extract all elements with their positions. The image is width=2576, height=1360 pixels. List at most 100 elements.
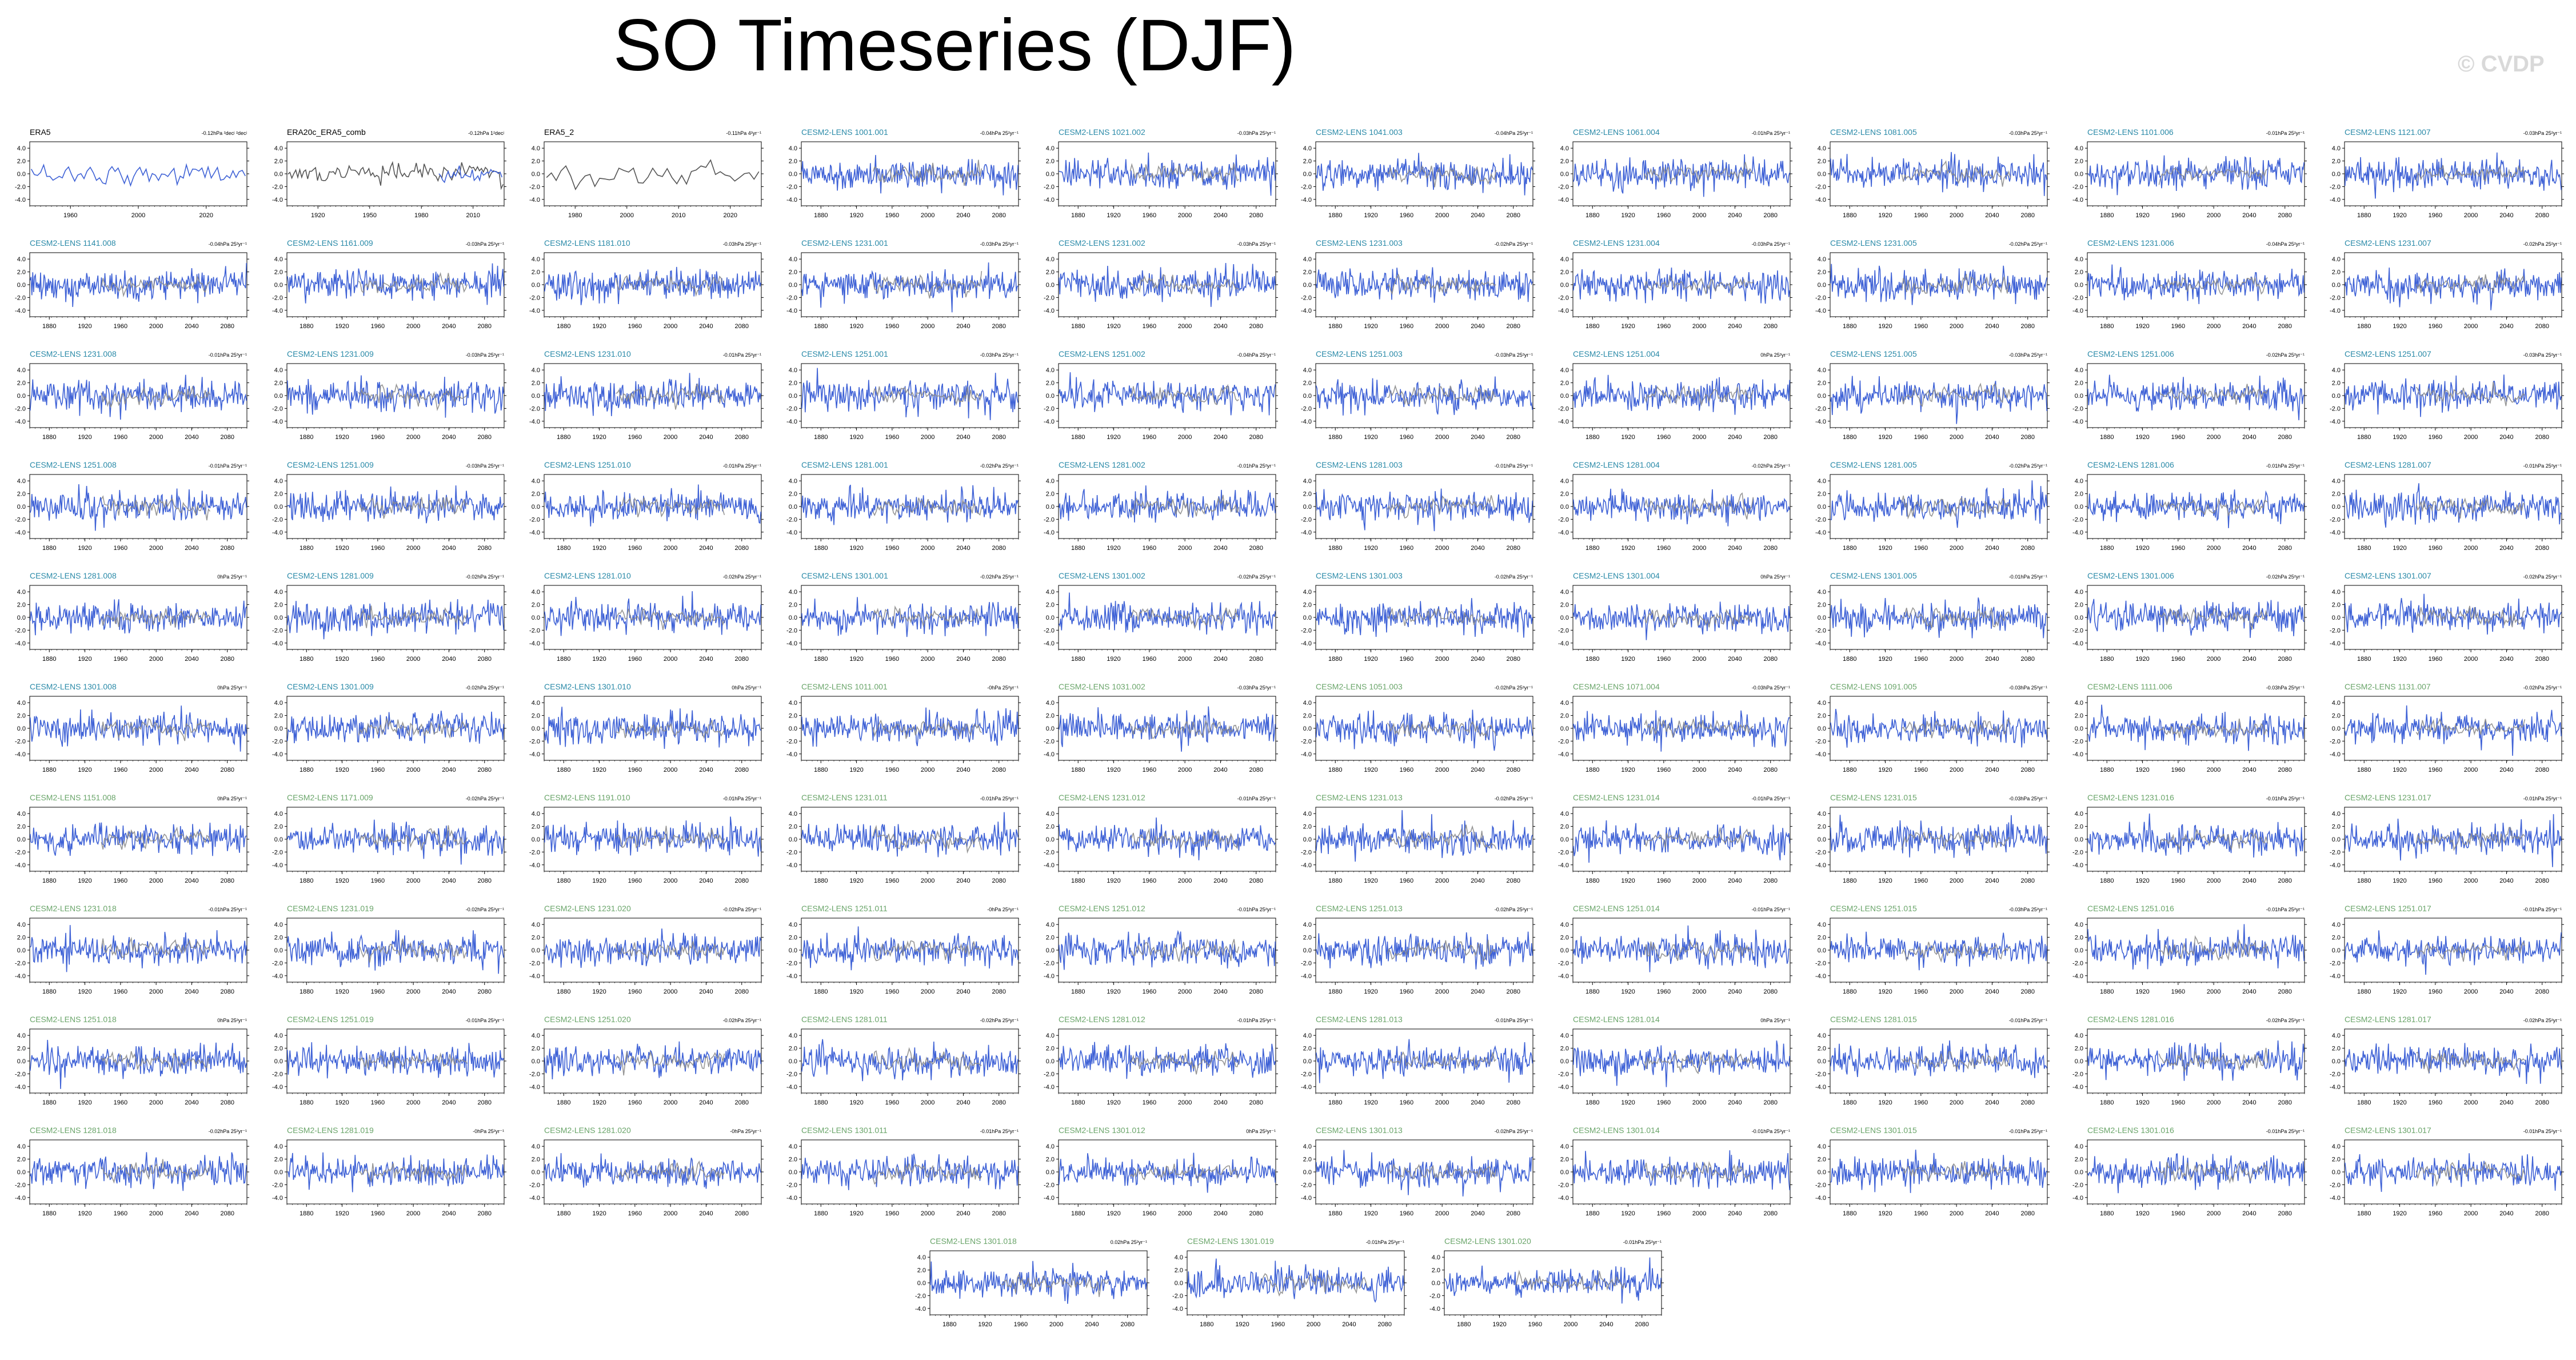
- x-tick-label: 2040: [1985, 656, 1999, 663]
- panel: CESM2-LENS 1231.004 -0.03hPa 25²yr⁻¹ 4.0 2.…: [1558, 238, 1792, 330]
- panel-title: CESM2-LENS 1231.010: [544, 349, 631, 358]
- x-tick-label: 2040: [442, 767, 456, 773]
- panel-title: CESM2-LENS 1121.007: [2345, 127, 2431, 137]
- x-tick-label: 2000: [2207, 656, 2220, 663]
- x-tick-label: 2080: [1763, 767, 1777, 773]
- x-tick-label: 2000: [1692, 323, 1706, 330]
- x-tick-label: 2000: [664, 767, 677, 773]
- panel-trend-note: -0.01hPa 25²yr⁻¹: [2009, 574, 2047, 580]
- y-tick-label: 4.0: [789, 145, 797, 152]
- panel-title: CESM2-LENS 1281.010: [544, 571, 631, 580]
- x-tick-label: 2040: [1728, 656, 1742, 663]
- series-line: [287, 711, 504, 744]
- panel: CESM2-LENS 1301.005 -0.01hPa 25²yr⁻¹ 4.0 2.…: [1815, 571, 2050, 663]
- y-tick-label: 4.0: [2075, 589, 2083, 596]
- x-tick-label: 1920: [2135, 767, 2149, 773]
- panel: CESM2-LENS 1281.007 -0.01hPa 25²yr⁻¹ 4.0 2.…: [2330, 460, 2564, 552]
- y-tick-label: 2.0: [1046, 491, 1055, 498]
- x-tick-label: 2000: [664, 545, 677, 552]
- y-tick-label: 2.0: [1303, 380, 1312, 387]
- y-tick-label: 4.0: [17, 478, 26, 485]
- y-tick-label: -4.0: [529, 529, 540, 536]
- panel-frame: [1830, 807, 2048, 872]
- y-tick-label: 0.0: [1560, 393, 1569, 400]
- y-tick-label: -2.0: [1044, 516, 1055, 523]
- panel: CESM2-LENS 1231.003 -0.02hPa 25²yr⁻¹ 4.0 2.…: [1301, 238, 1535, 330]
- panel-trend-note: -0.02hPa 25²yr⁻¹: [2523, 241, 2562, 247]
- y-tick-label: -4.0: [272, 197, 283, 204]
- x-tick-label: 1960: [1914, 878, 1928, 884]
- panel-title: CESM2-LENS 1151.008: [30, 793, 116, 802]
- x-tick-label: 1920: [78, 656, 91, 663]
- y-tick-label: 4.0: [532, 256, 540, 263]
- obs-overlay-line: [2158, 276, 2268, 296]
- panel-trend-note: -0.01hPa 25²yr⁻¹: [2266, 130, 2305, 136]
- x-tick-label: 1960: [2171, 323, 2185, 330]
- x-tick-label: 2080: [2020, 878, 2034, 884]
- x-tick-label: 1920: [849, 656, 863, 663]
- y-tick-label: -2.0: [786, 738, 797, 745]
- y-tick-label: 4.0: [2332, 589, 2341, 596]
- panel-trend-note: -0.03hPa 25²yr⁻¹: [466, 241, 504, 247]
- x-tick-label: 2040: [956, 878, 970, 884]
- y-tick-label: 4.0: [1303, 145, 1312, 152]
- obs-overlay-line: [101, 495, 211, 521]
- obs-overlay-line: [615, 825, 725, 849]
- y-tick-label: -4.0: [2072, 640, 2083, 647]
- x-tick-label: 2080: [992, 767, 1005, 773]
- obs-overlay-line: [1644, 492, 1754, 520]
- panel-title: CESM2-LENS 1251.005: [1830, 349, 1917, 358]
- x-tick-label: 1880: [299, 767, 313, 773]
- x-tick-label: 2040: [1728, 212, 1742, 219]
- y-tick-label: 2.0: [789, 491, 797, 498]
- y-tick-label: 0.0: [789, 171, 797, 178]
- y-tick-label: 4.0: [17, 700, 26, 707]
- panel-title: CESM2-LENS 1251.004: [1573, 349, 1660, 358]
- x-tick-label: 1960: [1914, 323, 1928, 330]
- y-tick-label: -2.0: [529, 627, 540, 634]
- y-tick-label: 0.0: [532, 836, 540, 843]
- x-tick-label: 2000: [406, 545, 420, 552]
- x-tick-label: 1920: [2135, 434, 2149, 441]
- panel: CESM2-LENS 1251.003 -0.03hPa 25²yr⁻¹ 4.0 2.…: [1301, 349, 1535, 441]
- obs-overlay-line: [1129, 719, 1240, 739]
- y-tick-label: 0.0: [789, 282, 797, 289]
- y-tick-label: -2.0: [2330, 738, 2341, 745]
- y-tick-label: -4.0: [1301, 640, 1312, 647]
- series-line: [1573, 267, 1790, 304]
- y-tick-label: -2.0: [1558, 849, 1569, 856]
- series-line: [1059, 262, 1276, 307]
- obs-overlay-line: [1129, 274, 1239, 294]
- obs-overlay-line: [2158, 718, 2269, 738]
- panel-trend-note: -0.01hPa 25²yr⁻¹: [1752, 796, 1790, 801]
- panel: CESM2-LENS 1171.009 -0.02hPa 25²yr⁻¹ 4.0 2.…: [272, 793, 506, 884]
- panel: CESM2-LENS 1061.004 -0.01hPa 25²yr⁻¹ 4.0 2.…: [1558, 127, 1792, 219]
- y-tick-label: -2.0: [786, 405, 797, 412]
- y-tick-label: -4.0: [1044, 640, 1055, 647]
- x-tick-label: 2080: [220, 767, 234, 773]
- x-tick-label: 1960: [1914, 656, 1928, 663]
- x-tick-label: 2080: [1249, 656, 1263, 663]
- x-tick-label: 1880: [814, 323, 828, 330]
- x-tick-label: 1920: [1878, 545, 1892, 552]
- panel-trend-note: -0.01hPa 25²yr⁻¹: [1237, 463, 1276, 469]
- y-tick-label: 4.0: [1560, 589, 1569, 596]
- x-tick-label: 1880: [1071, 323, 1085, 330]
- y-tick-label: 4.0: [789, 700, 797, 707]
- y-tick-label: 4.0: [2075, 700, 2083, 707]
- x-tick-label: 2080: [220, 878, 234, 884]
- panel-frame: [544, 807, 762, 872]
- y-tick-label: 2.0: [17, 269, 26, 276]
- y-tick-label: -4.0: [529, 862, 540, 869]
- obs-overlay-line: [1129, 494, 1240, 517]
- panel: CESM2-LENS 1021.002 -0.03hPa 25²yr⁻¹ 4.0 2.…: [1044, 127, 1278, 219]
- panel-trend-note: 0hPa 25²yr⁻¹: [1760, 574, 1790, 580]
- x-tick-label: 2000: [1950, 656, 1963, 663]
- y-tick-label: -2.0: [529, 516, 540, 523]
- series-line: [2087, 489, 2305, 528]
- series-line: [1316, 598, 1533, 638]
- panel-title: CESM2-LENS 1301.006: [2087, 571, 2174, 580]
- y-tick-label: 0.0: [1303, 171, 1312, 178]
- panel: CESM2-LENS 1071.004 -0.03hPa 25²yr⁻¹ 4.0 2.…: [1558, 682, 1792, 773]
- x-tick-label: 1920: [2393, 212, 2406, 219]
